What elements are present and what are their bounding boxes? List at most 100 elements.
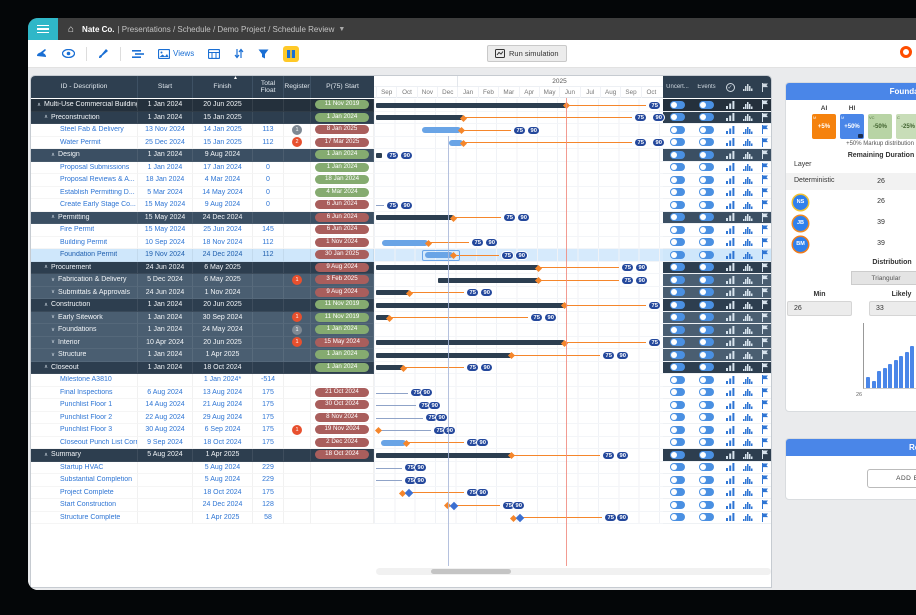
events-toggle[interactable] — [699, 300, 714, 309]
gantt-bar[interactable] — [376, 290, 409, 295]
add-event-button[interactable]: ADD EVENT — [867, 469, 916, 488]
uncertainty-toggle[interactable] — [670, 200, 685, 209]
uncertainty-toggle[interactable] — [670, 250, 685, 259]
distribution-icon[interactable] — [739, 238, 757, 247]
uncertainty-toggle[interactable] — [670, 388, 685, 397]
markup-tile[interactable]: VC -50% — [868, 114, 892, 139]
distribution-icon[interactable] — [739, 163, 757, 172]
gantt-bar[interactable] — [376, 452, 511, 458]
paintbrush-icon[interactable] — [98, 48, 109, 59]
chart-icon[interactable] — [721, 113, 739, 122]
table-row[interactable]: ∨ Structure 1 Jan 2024 1 Apr 2025 1 Jan 2024… — [31, 349, 771, 362]
chart-icon[interactable] — [721, 300, 739, 309]
gantt-bar[interactable] — [381, 439, 406, 446]
events-toggle[interactable] — [699, 463, 714, 472]
expand-icon[interactable]: ∨ — [51, 289, 56, 296]
flag-icon[interactable] — [757, 512, 771, 522]
collapse-icon[interactable]: ∧ — [37, 101, 42, 108]
table-row[interactable]: Substantial Completion 5 Aug 2024 229 75 90 — [31, 474, 771, 487]
filter-icon[interactable] — [258, 49, 269, 59]
chart-icon[interactable] — [721, 288, 739, 297]
chart-icon[interactable] — [721, 513, 739, 522]
events-toggle[interactable] — [699, 413, 714, 422]
events-toggle[interactable] — [699, 288, 714, 297]
layer-row[interactable]: JB 39 — [786, 214, 916, 234]
run-simulation-button[interactable]: Run simulation — [487, 45, 567, 62]
table-row[interactable]: Project Complete 18 Oct 2024 175 75 90 — [31, 486, 771, 499]
register-badge[interactable]: 1 — [292, 324, 302, 335]
events-toggle[interactable] — [699, 138, 714, 147]
flag-icon[interactable] — [757, 150, 771, 160]
layer-row[interactable]: BM 39 — [786, 235, 916, 255]
events-toggle[interactable] — [699, 188, 714, 197]
gantt-bar[interactable] — [376, 302, 564, 308]
chart-icon[interactable] — [721, 225, 739, 234]
uncertainty-toggle[interactable] — [670, 100, 685, 109]
flag-icon[interactable] — [757, 450, 771, 460]
scrollbar-thumb[interactable] — [431, 569, 511, 574]
segment-triangular[interactable]: Triangular — [851, 271, 916, 285]
distribution-icon[interactable] — [739, 376, 757, 384]
events-toggle[interactable] — [699, 175, 714, 184]
events-toggle[interactable] — [699, 400, 714, 409]
flag-icon[interactable] — [757, 225, 771, 235]
events-toggle[interactable] — [699, 363, 714, 372]
flag-icon[interactable] — [757, 350, 771, 360]
chart-icon[interactable] — [721, 150, 739, 159]
events-toggle[interactable] — [699, 113, 714, 122]
flag-icon[interactable] — [757, 462, 771, 472]
chart-icon[interactable] — [721, 313, 739, 322]
uncertainty-toggle[interactable] — [670, 188, 685, 197]
flag-icon[interactable] — [757, 162, 771, 172]
flag-icon[interactable] — [757, 400, 771, 410]
distribution-icon[interactable] — [739, 413, 757, 422]
gantt-bar[interactable] — [449, 139, 463, 146]
chart-icon[interactable] — [721, 100, 739, 109]
events-toggle[interactable] — [699, 125, 714, 134]
columns-icon[interactable] — [283, 45, 300, 62]
chevron-down-icon[interactable]: ▼ — [338, 25, 346, 33]
table-row[interactable]: ∧ Preconstruction 1 Jan 2024 15 Jan 2025 1 J… — [31, 111, 771, 124]
gantt-bar[interactable] — [376, 315, 389, 320]
flag-icon[interactable] — [757, 300, 771, 310]
table-row[interactable]: ∨ Foundations 1 Jan 2024 24 May 2024 1 1 Jan … — [31, 324, 771, 337]
chart-icon[interactable] — [721, 375, 739, 384]
events-toggle[interactable] — [699, 200, 714, 209]
distribution-icon[interactable] — [739, 213, 757, 222]
uncertainty-toggle[interactable] — [670, 450, 685, 459]
events-toggle[interactable] — [699, 350, 714, 359]
chart-icon[interactable] — [721, 163, 739, 172]
events-toggle[interactable] — [699, 438, 714, 447]
events-toggle[interactable] — [699, 250, 714, 259]
table-row[interactable]: ∧ Summary 5 Aug 2024 1 Apr 2025 18 Oct 2024 7… — [31, 449, 771, 462]
table-row[interactable]: Closeout Punch List Corr... 9 Sep 2024 18 … — [31, 436, 771, 449]
table-row[interactable]: ∧ Procurement 24 Jun 2024 6 May 2025 9 Aug 2… — [31, 261, 771, 274]
gantt-bar[interactable] — [382, 239, 428, 246]
events-toggle[interactable] — [699, 475, 714, 484]
flag-icon[interactable] — [757, 200, 771, 210]
expand-icon[interactable]: ∨ — [51, 351, 56, 358]
uncertainty-toggle[interactable] — [670, 163, 685, 172]
collapse-icon[interactable]: ∧ — [44, 451, 49, 458]
distribution-icon[interactable] — [739, 513, 757, 522]
flag-icon[interactable] — [757, 500, 771, 510]
distribution-icon[interactable] — [739, 488, 757, 497]
uncertainty-toggle[interactable] — [670, 125, 685, 134]
chart-icon[interactable] — [721, 450, 739, 459]
distribution-icon[interactable] — [739, 463, 757, 472]
events-toggle[interactable] — [699, 513, 714, 522]
distribution-icon[interactable] — [739, 426, 757, 434]
expand-icon[interactable]: ∨ — [51, 339, 56, 346]
uncertainty-toggle[interactable] — [670, 325, 685, 334]
distribution-icon[interactable] — [739, 401, 757, 409]
events-toggle[interactable] — [699, 388, 714, 397]
present-icon[interactable] — [35, 48, 48, 59]
chart-icon[interactable] — [721, 338, 739, 347]
table-grid-icon[interactable] — [208, 48, 221, 59]
uncertainty-toggle[interactable] — [670, 113, 685, 122]
gantt-bar[interactable] — [376, 340, 564, 345]
register-badge[interactable]: 1 — [292, 312, 302, 323]
uncertainty-toggle[interactable] — [670, 238, 685, 247]
distribution-icon[interactable] — [739, 451, 757, 459]
flag-icon[interactable] — [757, 287, 771, 297]
